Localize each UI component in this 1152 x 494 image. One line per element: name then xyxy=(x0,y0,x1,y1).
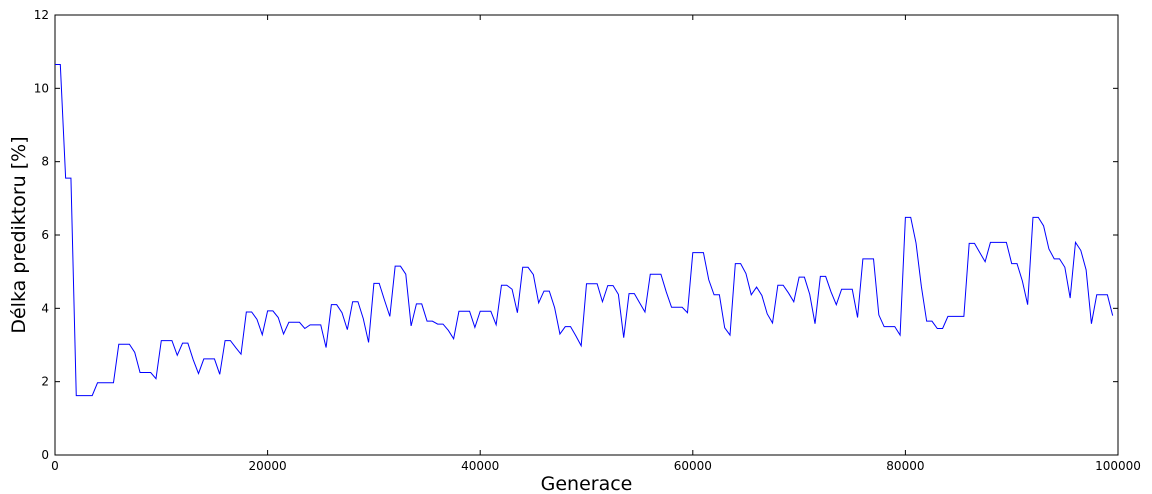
x-tick-label: 60000 xyxy=(674,459,712,473)
y-axis: 0 2 4 6 8 10 12 xyxy=(34,8,1118,462)
y-axis-label: Délka prediktoru [%] xyxy=(8,136,30,333)
y-tick-label: 8 xyxy=(41,155,49,169)
x-axis: 0 20000 40000 60000 80000 100000 xyxy=(51,15,1141,473)
plot-frame xyxy=(54,14,1119,456)
x-tick-label: 20000 xyxy=(249,459,287,473)
x-axis-label: Generace xyxy=(541,473,633,494)
series-line xyxy=(55,64,1114,397)
y-tick-label: 4 xyxy=(41,301,49,315)
y-tick-label: 0 xyxy=(41,448,49,462)
y-tick-label: 12 xyxy=(34,8,49,22)
x-tick-label: 40000 xyxy=(461,459,499,473)
x-tick-label: 0 xyxy=(51,459,59,473)
y-tick-label: 2 xyxy=(41,375,49,389)
y-tick-label: 10 xyxy=(34,81,49,95)
y-tick-label: 6 xyxy=(41,228,49,242)
x-tick-label: 80000 xyxy=(886,459,924,473)
x-tick-label: 100000 xyxy=(1095,459,1141,473)
plot-area xyxy=(54,14,1119,456)
